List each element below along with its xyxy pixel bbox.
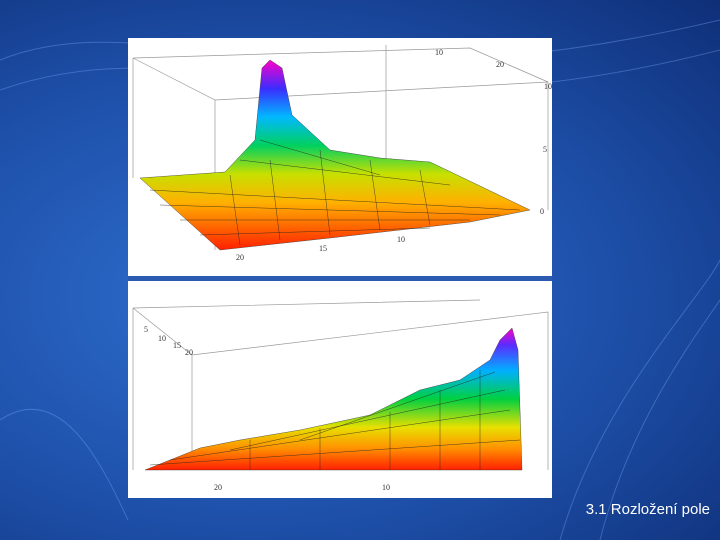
tick-label: 15 xyxy=(319,244,327,253)
surface-top xyxy=(139,59,531,251)
tick-label: 5 xyxy=(144,325,148,334)
tick-label: 15 xyxy=(173,341,181,350)
tick-label: 20 xyxy=(496,60,504,69)
surface-mesh xyxy=(149,370,521,470)
tick-label: 20 xyxy=(214,483,222,492)
tick-label: 20 xyxy=(185,348,193,357)
tick-label: 10 xyxy=(397,235,405,244)
tick-label: 5 xyxy=(543,145,547,154)
tick-label: 10 xyxy=(435,48,443,57)
panel-divider xyxy=(128,276,552,281)
tick-label: 0 xyxy=(540,207,544,216)
surface-bottom xyxy=(144,327,523,471)
tick-label: 10 xyxy=(544,82,552,91)
tick-label: 10 xyxy=(382,483,390,492)
surface-mesh xyxy=(149,139,521,246)
slide-caption: 3.1 Rozložení pole xyxy=(585,501,710,518)
tick-label: 10 xyxy=(158,334,166,343)
tick-label: 20 xyxy=(236,253,244,262)
